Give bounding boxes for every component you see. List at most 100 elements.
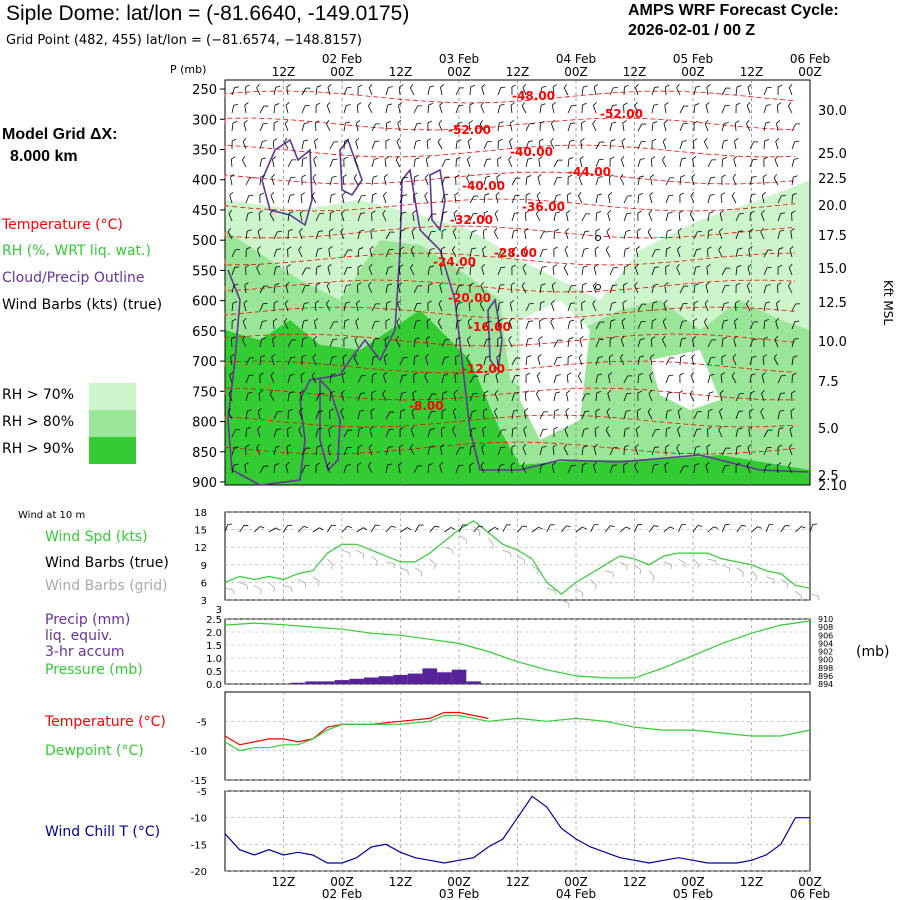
wind-barb [609,121,617,132]
wind-barb-staff [371,159,375,168]
wind-barb-feather [599,158,604,161]
wind-barb-staff [693,411,698,420]
wind-barb-feather [466,353,470,358]
wind-barb-staff [706,87,709,96]
wind-barb-feather [233,103,239,106]
wind-barb-feather [683,105,689,107]
wind-barb-feather [286,84,291,88]
wind-barb-staff [567,303,571,312]
wind-barb [370,228,375,240]
wind-barb-feather [439,101,444,106]
wind-barb [551,282,556,294]
wind-barb-feather [229,191,234,196]
wind-barb [693,265,701,276]
wind-barb-staff [385,267,389,276]
wind-barb [315,102,321,114]
wind-barb-feather [361,195,366,197]
wind-barb-feather [243,120,248,124]
wind-barb [763,121,770,132]
wind-barb [497,283,505,294]
wind-barb-staff [384,159,387,168]
wind-barb-staff [410,429,415,438]
wind-barb [665,374,674,384]
model-grid-value: 8.000 km [10,148,78,165]
wind-barb [651,266,660,276]
wind-barb-feather [368,83,373,88]
wind-barb-grid [312,576,320,586]
wind-barb-staff [466,177,471,186]
wind-barb [623,375,633,384]
wind-barb [243,300,248,312]
wind-barb-feather [776,120,781,124]
wind-barb [398,282,403,294]
wind-barb-feather [540,300,545,304]
wind-barb-feather [651,138,657,142]
wind-barb-staff [469,446,472,456]
wind-barb [536,371,541,384]
wind-barb [244,282,249,294]
wind-barb [355,137,360,150]
wind-barb-feather [231,336,236,340]
wind-barb [483,390,489,402]
wind-barb [494,389,499,402]
wind-barb [511,264,517,276]
wind-barb-feather [370,228,375,232]
wind-barb-staff [746,285,751,294]
wind-barb-staff [511,393,515,402]
wind-barb-grid [707,558,717,566]
wind-barb-staff [483,159,487,168]
wind-barb [257,408,262,420]
wind-barb-feather [383,174,388,178]
wind-barb [299,390,304,402]
wind-barb-staff [469,213,474,222]
wind-barb-feather [227,228,231,233]
wind-barb [343,104,351,114]
wind-barb [637,373,644,384]
wind-barb-staff [623,429,626,438]
wind-barb-staff [651,465,655,474]
wind-barb [665,391,673,402]
pressure-ytick-label: 898 [818,664,833,673]
wind-barb-staff [663,561,672,566]
wind-barb [735,445,742,456]
wind-barb-staff [731,195,737,204]
wind-barb-feather [528,140,534,142]
wind-barb [509,137,513,150]
wind-barb-true [590,524,599,533]
wind-barb-staff [637,141,642,150]
wind-barb-staff [299,213,303,222]
wind-barb-feather [540,120,545,124]
wind-barb-feather [248,374,254,376]
wind-barb-feather [721,354,727,358]
wind-barb [483,355,491,366]
wind-barb-feather [315,102,321,106]
wind-barb-feather [609,354,614,358]
wind-barb-feather [459,447,465,449]
wind-barb [721,122,729,132]
wind-barb-staff [623,393,628,402]
wind-barb-feather [284,119,289,124]
precip-bar [466,681,481,684]
top-date-label: 06 Feb [790,52,830,66]
wind-barb-grid [283,585,293,592]
wind-barb-staff [705,465,709,474]
wind-barb-staff [551,285,555,294]
wind-barb [693,300,699,312]
wind-barb-staff [651,285,655,294]
wind-barb-feather [638,373,644,376]
wind-barb-staff [342,357,345,366]
wind-barb [776,300,781,312]
wind-barb-staff [285,105,289,114]
wind-barb-feather [343,156,349,160]
wind-barb-feather [775,137,780,142]
wind-barb-feather [319,213,324,215]
wind-barb [480,101,485,114]
wind-barb-feather [228,389,233,394]
wind-barb-feather [757,526,762,529]
wind-barb [272,156,277,168]
wind-barb [580,318,585,330]
wind-barb [453,390,458,402]
wind-barb [732,353,737,366]
wind-barb [343,156,349,168]
wind-barb-staff [400,527,408,533]
